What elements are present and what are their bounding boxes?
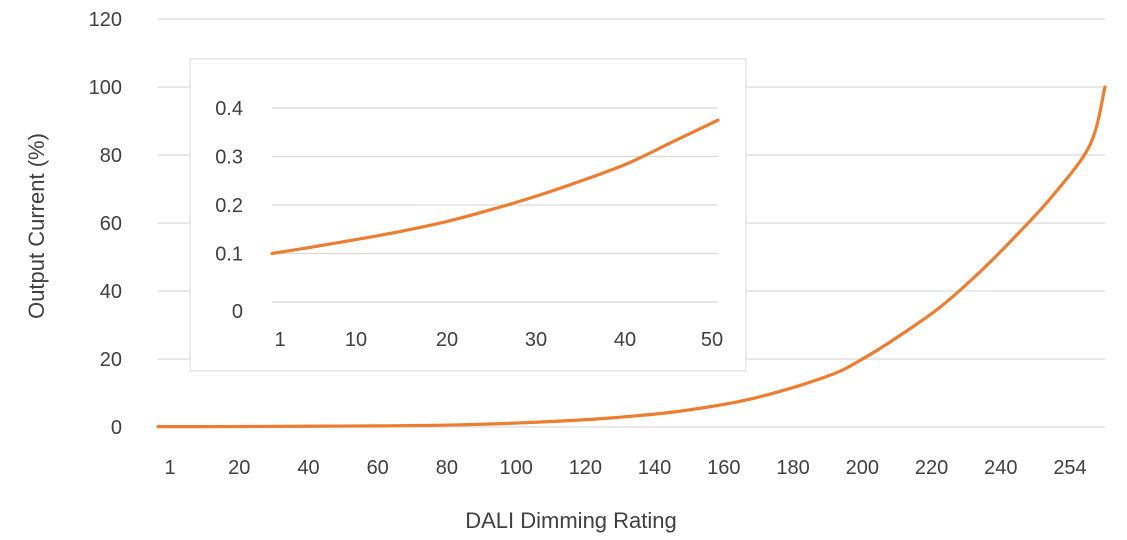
main-x-tick-label: 200 (846, 457, 879, 479)
main-x-tick-label: 40 (297, 457, 319, 479)
main-y-tick-label: 120 (89, 9, 122, 31)
inset-y-tick-label: 0 (232, 301, 243, 323)
inset-x-tick-label: 20 (436, 329, 458, 351)
main-y-tick-label: 100 (89, 77, 122, 99)
main-x-tick-label: 120 (569, 457, 602, 479)
main-x-tick-label: 20 (228, 457, 250, 479)
main-x-tick-label: 1 (164, 457, 175, 479)
inset-x-tick-label: 40 (614, 329, 636, 351)
main-series-line (156, 85, 1107, 429)
main-x-tick-label: 80 (436, 457, 458, 479)
main-y-tick-label: 20 (100, 349, 122, 371)
main-x-tick-label: 240 (984, 457, 1017, 479)
main-x-tick-label: 60 (367, 457, 389, 479)
main-x-tick-label: 220 (915, 457, 948, 479)
y-axis-title: Output Current (%) (24, 133, 49, 319)
inset-x-tick-label: 1 (274, 329, 285, 351)
x-axis-title: DALI Dimming Rating (465, 508, 677, 533)
main-y-tick-label: 40 (100, 281, 122, 303)
main-x-tick-label: 160 (707, 457, 740, 479)
inset-x-tick-label: 10 (345, 329, 367, 351)
inset-x-tick-label: 30 (525, 329, 547, 351)
main-x-tick-label: 180 (776, 457, 809, 479)
inset-chart: 0 0.1 0.2 0.3 0.4 1 10 20 30 40 50 (189, 58, 747, 372)
inset-y-tick-label: 0.4 (215, 98, 243, 120)
inset-y-tick-label: 0.1 (215, 244, 243, 266)
main-y-tick-label: 0 (111, 417, 122, 439)
main-y-tick-label: 80 (100, 145, 122, 167)
main-y-tick-label: 60 (100, 213, 122, 235)
main-x-tick-label: 254 (1053, 457, 1086, 479)
inset-y-tick-label: 0.2 (215, 195, 243, 217)
inset-series-line (270, 118, 720, 256)
inset-x-tick-label: 50 (701, 329, 723, 351)
main-x-tick-label: 100 (499, 457, 532, 479)
main-x-tick-label: 140 (638, 457, 671, 479)
inset-y-tick-label: 0.3 (215, 147, 243, 169)
